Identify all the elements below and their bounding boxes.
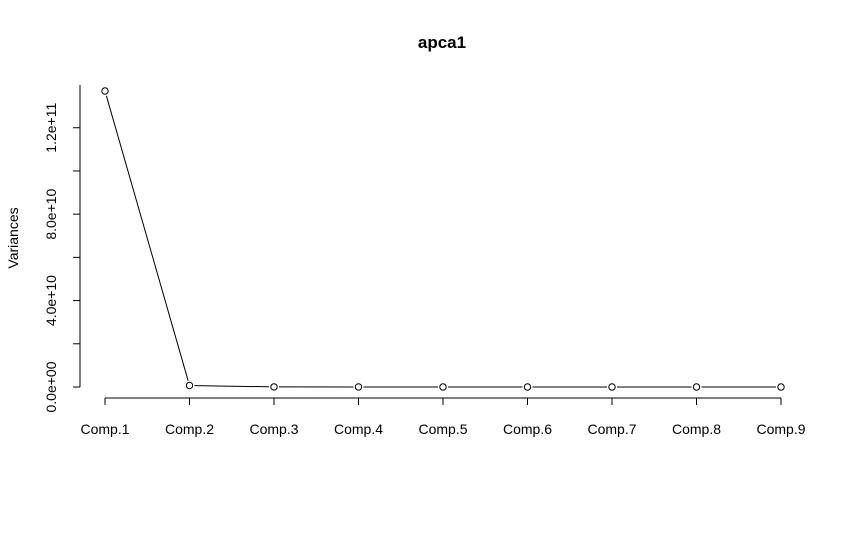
x-tick-label: Comp.8 (672, 421, 721, 437)
x-tick-label: Comp.3 (249, 421, 298, 437)
data-point-comp-5 (439, 383, 447, 391)
series-layer (101, 87, 785, 391)
series-line-segment (105, 95, 189, 381)
y-tick-label: 4.0e+10 (43, 275, 59, 326)
chart-title: apca1 (418, 33, 466, 52)
data-point-comp-8 (692, 383, 701, 391)
y-tick-label: 0.0e+00 (43, 361, 59, 412)
data-point-comp-3 (270, 383, 278, 391)
data-point-comp-6 (523, 383, 532, 391)
data-point-comp-9 (777, 383, 785, 391)
data-point-comp-2 (185, 381, 194, 390)
y-tick-label: 1.2e+11 (43, 103, 59, 153)
x-tick-label: Comp.4 (334, 421, 383, 437)
x-axis-ticks: Comp.1 Comp.2 Comp.3 Comp.4 Comp.5 Comp.6 Comp… (80, 398, 806, 437)
y-axis-ticks: 0.0e+00 4.0e+10 8.0e+10 1.2e+11 (43, 103, 80, 413)
x-tick-label: Comp.2 (165, 421, 214, 437)
x-tick-label: Comp.5 (418, 421, 467, 437)
x-tick-label: Comp.6 (503, 421, 552, 437)
data-point-comp-7 (608, 383, 616, 391)
data-point-comp-4 (354, 383, 363, 391)
y-axis-label: Variances (5, 207, 21, 268)
x-tick-label: Comp.9 (756, 421, 805, 437)
x-tick-label: Comp.7 (587, 421, 636, 437)
series-line-segment (194, 385, 270, 388)
y-tick-label: 8.0e+10 (43, 188, 59, 239)
data-point-comp-1 (101, 87, 109, 95)
x-tick-label: Comp.1 (80, 421, 129, 437)
